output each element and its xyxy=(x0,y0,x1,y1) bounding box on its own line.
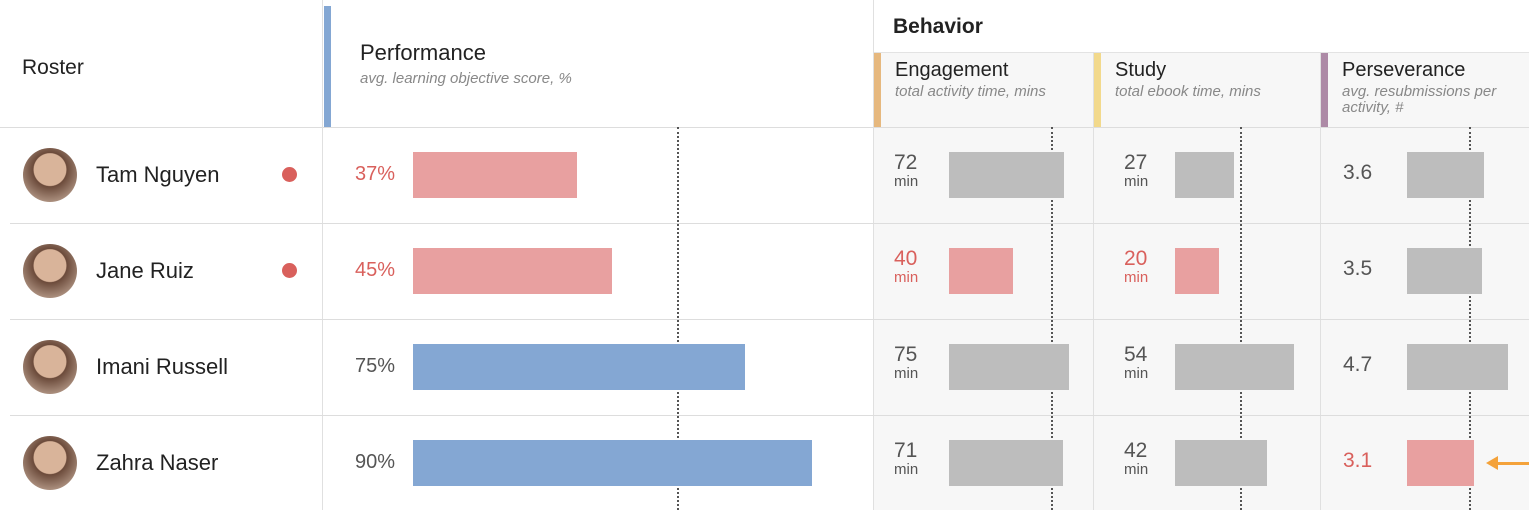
column-divider xyxy=(322,0,323,510)
cell-unit: min xyxy=(1124,269,1149,286)
arrow-head xyxy=(1486,456,1498,470)
header-divider xyxy=(0,127,1529,128)
cell-unit: min xyxy=(1124,365,1149,382)
reference-line xyxy=(677,127,679,510)
alert-dot xyxy=(282,167,297,182)
column-divider xyxy=(873,0,874,510)
cell-bar xyxy=(949,440,1063,486)
cell-bar xyxy=(949,344,1069,390)
reference-line xyxy=(1469,127,1471,510)
cell-bar xyxy=(1407,440,1474,486)
row-divider xyxy=(10,223,1529,224)
performance-subtitle: avg. learning objective score, % xyxy=(360,70,572,87)
behavior-title: Behavior xyxy=(893,15,983,38)
cell-unit: min xyxy=(894,461,919,478)
column-title: Perseverance xyxy=(1342,59,1466,81)
performance-bar xyxy=(413,248,613,294)
row-divider xyxy=(10,319,1529,320)
avatar xyxy=(23,436,77,490)
cell-value: 27 xyxy=(1124,151,1148,174)
cell-value: 75 xyxy=(894,343,918,366)
performance-label: 45% xyxy=(355,259,396,281)
column-subtitle: total activity time, mins xyxy=(895,83,1046,100)
cell-unit: min xyxy=(894,173,919,190)
performance-label: 75% xyxy=(355,355,396,377)
column-divider xyxy=(1093,52,1094,510)
column-accent xyxy=(1321,53,1328,127)
cell-bar xyxy=(1407,152,1485,198)
cell-value: 3.6 xyxy=(1343,161,1373,184)
cell-value: 20 xyxy=(1124,247,1148,270)
cell-value: 42 xyxy=(1124,439,1148,462)
performance-accent xyxy=(324,6,331,127)
reference-line xyxy=(1051,127,1053,510)
cell-value: 54 xyxy=(1124,343,1148,366)
cell-value: 71 xyxy=(894,439,918,462)
performance-label: 90% xyxy=(355,451,396,473)
arrow-shaft xyxy=(1496,462,1529,465)
cell-bar xyxy=(949,248,1013,294)
performance-bar xyxy=(413,344,746,390)
column-title: Engagement xyxy=(895,59,1009,81)
student-name: Zahra Naser xyxy=(96,450,219,475)
performance-bar xyxy=(413,152,577,198)
cell-value: 40 xyxy=(894,247,918,270)
cell-value: 3.5 xyxy=(1343,257,1373,280)
avatar xyxy=(23,244,77,298)
cell-unit: min xyxy=(1124,173,1149,190)
performance-label: 37% xyxy=(355,163,396,185)
cell-bar xyxy=(1407,248,1483,294)
cell-unit: min xyxy=(1124,461,1149,478)
cell-bar xyxy=(1175,248,1219,294)
student-name: Imani Russell xyxy=(96,354,229,379)
cell-bar xyxy=(1175,152,1235,198)
performance-bar xyxy=(413,440,812,486)
reference-line xyxy=(1240,127,1242,510)
column-subtitle: total ebook time, mins xyxy=(1115,83,1261,100)
behavior-divider xyxy=(873,52,1529,53)
cell-value: 4.7 xyxy=(1343,353,1373,376)
student-name: Jane Ruiz xyxy=(96,258,194,283)
alert-dot xyxy=(282,263,297,278)
cell-bar xyxy=(949,152,1065,198)
roster-title: Roster xyxy=(22,56,84,79)
cell-value: 72 xyxy=(894,151,918,174)
avatar xyxy=(23,148,77,202)
cell-bar xyxy=(1407,344,1509,390)
column-title: Study xyxy=(1115,59,1167,81)
column-accent xyxy=(874,53,881,127)
column-divider xyxy=(1320,52,1321,510)
cell-bar xyxy=(1175,440,1268,486)
column-subtitle: avg. resubmissions per activity, # xyxy=(1342,83,1497,116)
cell-bar xyxy=(1175,344,1294,390)
avatar xyxy=(23,340,77,394)
cell-unit: min xyxy=(894,269,919,286)
performance-title: Performance xyxy=(360,40,486,65)
cell-unit: min xyxy=(894,365,919,382)
column-accent xyxy=(1094,53,1101,127)
student-name: Tam Nguyen xyxy=(96,162,220,187)
cell-value: 3.1 xyxy=(1343,449,1373,472)
row-divider xyxy=(10,415,1529,416)
